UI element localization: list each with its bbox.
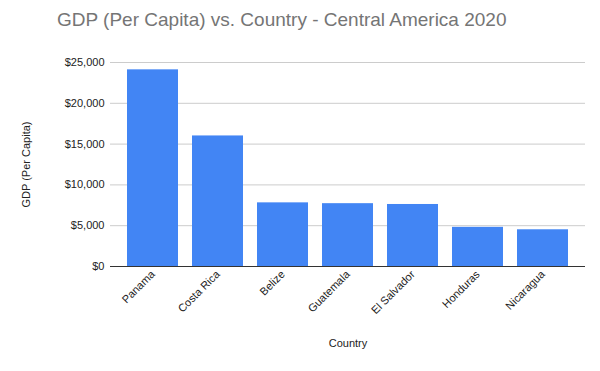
svg-text:$5,000: $5,000 xyxy=(71,219,105,231)
svg-text:$0: $0 xyxy=(92,260,104,272)
svg-text:Country: Country xyxy=(329,337,368,349)
svg-text:$20,000: $20,000 xyxy=(65,97,105,109)
svg-text:Nicaragua: Nicaragua xyxy=(503,267,548,312)
svg-text:Panama: Panama xyxy=(119,267,157,305)
svg-text:Belize: Belize xyxy=(257,268,287,298)
html-text:GDP (Per Capita) vs. Country -: GDP (Per Capita) vs. Country - Central A… xyxy=(57,9,507,30)
svg-text:GDP (Per Capita): GDP (Per Capita) xyxy=(20,122,32,208)
svg-text:Costa Rica: Costa Rica xyxy=(175,267,222,314)
svg-text:$25,000: $25,000 xyxy=(65,56,105,68)
svg-text:Honduras: Honduras xyxy=(440,268,483,311)
svg-text:$15,000: $15,000 xyxy=(65,138,105,150)
svg-text:$10,000: $10,000 xyxy=(65,178,105,190)
svg-text:Guatemala: Guatemala xyxy=(305,267,352,314)
svg-text:El Salvador: El Salvador xyxy=(369,268,417,316)
